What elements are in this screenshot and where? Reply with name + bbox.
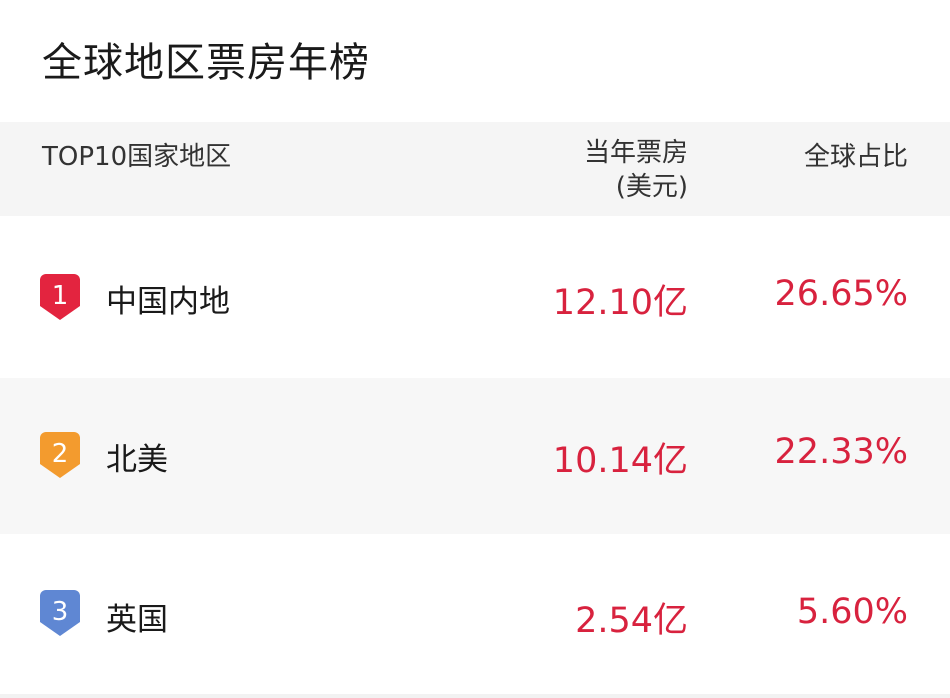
header-boxoffice: 当年票房 (美元) (584, 136, 688, 204)
rank-badge-icon: 2 (40, 432, 80, 478)
share-value: 26.65% (774, 274, 908, 314)
header-boxoffice-unit: (美元) (615, 172, 688, 202)
region-name: 中国内地 (106, 284, 230, 320)
header-region: TOP10国家地区 (42, 142, 232, 172)
header-boxoffice-label: 当年票房 (583, 138, 688, 168)
table-row[interactable]: 1 中国内地 12.10亿 26.65% (0, 216, 950, 378)
page-title: 全球地区票房年榜 (42, 40, 370, 86)
rank-badge-icon: 1 (40, 274, 80, 320)
region-name: 英国 (106, 602, 168, 638)
rank-number: 1 (52, 281, 69, 311)
boxoffice-value: 12.10亿 (552, 283, 688, 323)
header-share: 全球占比 (803, 142, 908, 172)
rank-badge-icon: 3 (40, 590, 80, 636)
rank-number: 3 (52, 597, 69, 627)
boxoffice-value: 10.14亿 (552, 441, 688, 481)
share-value: 22.33% (774, 432, 908, 472)
table-row[interactable]: 3 英国 2.54亿 5.60% (0, 534, 950, 694)
rank-number: 2 (52, 439, 69, 469)
table-header: TOP10国家地区 当年票房 (美元) 全球占比 (0, 122, 950, 216)
boxoffice-value: 2.54亿 (575, 601, 688, 641)
share-value: 5.60% (796, 592, 908, 632)
region-name: 北美 (106, 442, 168, 478)
divider (0, 694, 950, 698)
table-row[interactable]: 2 北美 10.14亿 22.33% (0, 378, 950, 534)
